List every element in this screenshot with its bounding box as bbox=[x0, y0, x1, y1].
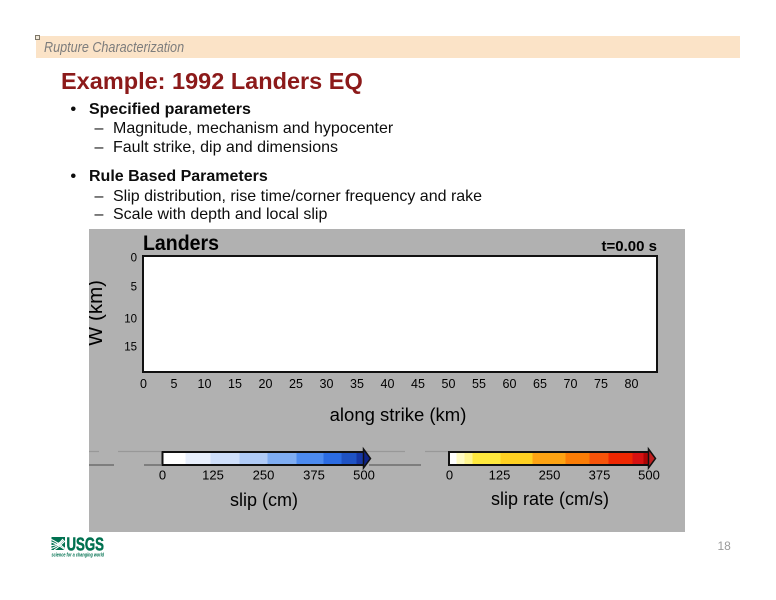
svg-text:125: 125 bbox=[488, 468, 510, 483]
svg-text:0: 0 bbox=[140, 377, 147, 391]
svg-text:125: 125 bbox=[202, 468, 224, 483]
svg-text:20: 20 bbox=[258, 377, 272, 391]
svg-text:65: 65 bbox=[533, 377, 547, 391]
svg-text:500: 500 bbox=[638, 468, 660, 483]
svg-text:slip (cm): slip (cm) bbox=[230, 490, 298, 510]
svg-text:15: 15 bbox=[228, 377, 242, 391]
svg-text:10: 10 bbox=[197, 377, 211, 391]
svg-text:55: 55 bbox=[472, 377, 486, 391]
svg-text:500: 500 bbox=[353, 468, 375, 483]
svg-text:45: 45 bbox=[411, 377, 425, 391]
svg-text:W (km): W (km) bbox=[89, 280, 107, 346]
svg-text:along strike (km): along strike (km) bbox=[329, 404, 466, 425]
svg-text:75: 75 bbox=[594, 377, 608, 391]
svg-text:USGS: USGS bbox=[67, 535, 105, 554]
svg-text:375: 375 bbox=[303, 468, 325, 483]
svg-text:80: 80 bbox=[624, 377, 638, 391]
svg-text:0: 0 bbox=[130, 253, 136, 265]
svg-text:250: 250 bbox=[252, 468, 274, 483]
svg-text:50: 50 bbox=[441, 377, 455, 391]
svg-text:5: 5 bbox=[170, 377, 177, 391]
svg-text:375: 375 bbox=[588, 468, 610, 483]
svg-text:slip rate (cm/s): slip rate (cm/s) bbox=[490, 489, 608, 509]
svg-text:250: 250 bbox=[538, 468, 560, 483]
svg-text:Landers: Landers bbox=[143, 232, 219, 255]
svg-text:10: 10 bbox=[124, 314, 137, 326]
svg-text:0: 0 bbox=[158, 468, 165, 483]
svg-text:5: 5 bbox=[130, 282, 136, 294]
svg-text:70: 70 bbox=[563, 377, 577, 391]
svg-text:science for a changing world: science for a changing world bbox=[52, 552, 105, 558]
svg-text:0: 0 bbox=[445, 468, 452, 483]
svg-text:15: 15 bbox=[124, 342, 137, 354]
svg-text:30: 30 bbox=[319, 377, 333, 391]
svg-text:25: 25 bbox=[289, 377, 303, 391]
svg-text:t=0.00 s: t=0.00 s bbox=[601, 238, 656, 255]
svg-text:60: 60 bbox=[502, 377, 516, 391]
svg-text:35: 35 bbox=[350, 377, 364, 391]
svg-text:40: 40 bbox=[380, 377, 394, 391]
